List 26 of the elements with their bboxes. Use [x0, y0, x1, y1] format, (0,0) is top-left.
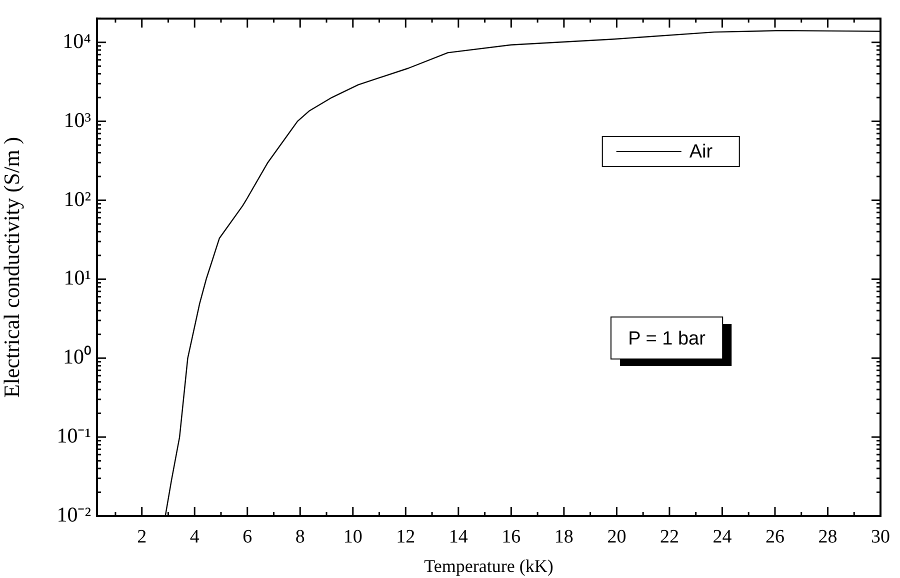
x-tick-label: 28 [818, 526, 838, 548]
y-tick-label: 10⁻² [56, 502, 91, 527]
x-tick-label: 10 [343, 526, 362, 548]
y-tick-label: 10⁻¹ [56, 424, 91, 448]
x-tick-label: 12 [396, 526, 416, 548]
x-tick-label: 14 [448, 526, 468, 548]
y-tick-label: 10¹ [64, 266, 91, 290]
x-tick-label: 4 [190, 526, 200, 548]
x-tick-label: 16 [502, 526, 521, 548]
x-tick-label: 30 [871, 526, 890, 548]
x-tick-label: 26 [765, 526, 784, 548]
x-tick-label: 2 [137, 526, 147, 548]
x-axis-title: Temperature (kK) [424, 556, 554, 576]
annotation: P = 1 bar [628, 328, 706, 350]
y-tick-label: 10² [64, 186, 91, 211]
x-tick-label: 6 [242, 526, 252, 548]
legend-label: Air [689, 142, 714, 163]
y-tick-label: 10⁰ [63, 344, 91, 369]
y-axis-title: Electrical conductivity (S/m ) [0, 136, 24, 398]
x-tick-label: 18 [554, 526, 574, 548]
x-tick-label: 20 [607, 526, 626, 548]
x-tick-label: 22 [660, 526, 679, 548]
x-tick-label: 8 [295, 526, 305, 548]
x-tick-label: 24 [712, 526, 732, 548]
y-tick-label: 10³ [64, 108, 91, 132]
y-tick-label: 10⁴ [62, 28, 91, 53]
